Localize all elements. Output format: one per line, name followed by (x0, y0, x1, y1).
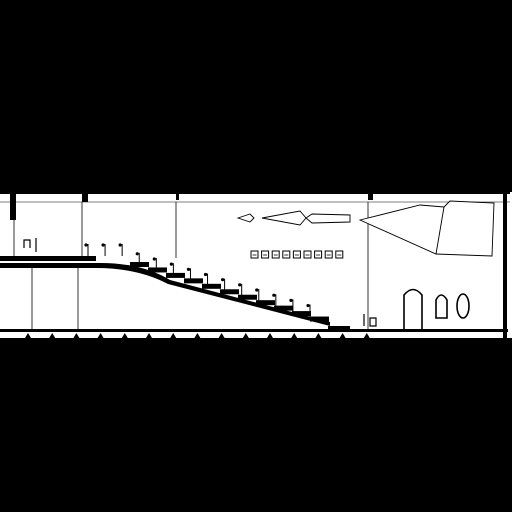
railing-cap (203, 272, 208, 277)
foundation-tooth (170, 333, 177, 338)
display-case (314, 250, 323, 259)
large-arrowhead (358, 200, 495, 257)
railing-cap (272, 293, 276, 297)
foundation-teeth (25, 333, 370, 338)
foundation-tooth (291, 333, 298, 338)
stair-step (220, 289, 239, 295)
stair-step (310, 316, 329, 322)
railing-cap (186, 267, 191, 271)
stair-step (256, 300, 275, 306)
railing-cap (221, 278, 225, 282)
ground-slab (0, 326, 512, 344)
long-arrowhead (305, 213, 351, 224)
upper-level-details (23, 238, 377, 327)
railing-cap (84, 243, 88, 247)
roof-line (0, 192, 510, 342)
display-case (335, 250, 344, 259)
foundation-tooth (146, 333, 152, 338)
foundation-tooth (218, 333, 225, 338)
stair-step (184, 278, 203, 284)
foundation-tooth (73, 333, 80, 338)
foundation-tooth (194, 333, 201, 338)
railing-cap (135, 252, 139, 256)
display-case (303, 250, 312, 259)
foundation-tooth (121, 333, 128, 338)
stair-step (274, 305, 293, 311)
railing-cap (152, 257, 156, 261)
upper-floor-slab (0, 256, 330, 326)
railing-cap (306, 303, 310, 308)
foundation-tooth (315, 333, 322, 338)
railing-cap (289, 298, 293, 302)
railing-cap (169, 262, 173, 266)
railing-cap (118, 243, 122, 247)
small-oval-door (456, 293, 470, 319)
railing-cap (101, 243, 105, 247)
railing-cap (255, 288, 259, 292)
foundation-tooth (363, 333, 370, 338)
small-arched-door (435, 294, 448, 319)
display-case (261, 250, 270, 259)
display-case (282, 250, 291, 259)
foundation-tooth (242, 333, 249, 338)
foundation-tooth (25, 333, 31, 338)
wall-display-row (250, 250, 344, 259)
foundation-tooth (97, 333, 104, 338)
stair-step (166, 272, 185, 278)
display-case (292, 250, 301, 259)
doorways (403, 288, 470, 330)
stair-step (148, 267, 167, 273)
stair-step (292, 311, 311, 317)
foundation-tooth (339, 333, 346, 338)
railing-posts (84, 243, 311, 317)
display-case (324, 250, 333, 259)
exhibit-models (236, 200, 495, 257)
railing-cap (238, 283, 242, 287)
small-arrowhead (236, 213, 255, 223)
tall-arched-door (403, 288, 423, 330)
stair-step (238, 294, 257, 300)
stair-step (202, 283, 221, 289)
display-case (271, 250, 280, 259)
foundation-tooth (267, 333, 273, 338)
display-case (250, 250, 259, 259)
foundation-tooth (49, 333, 56, 338)
